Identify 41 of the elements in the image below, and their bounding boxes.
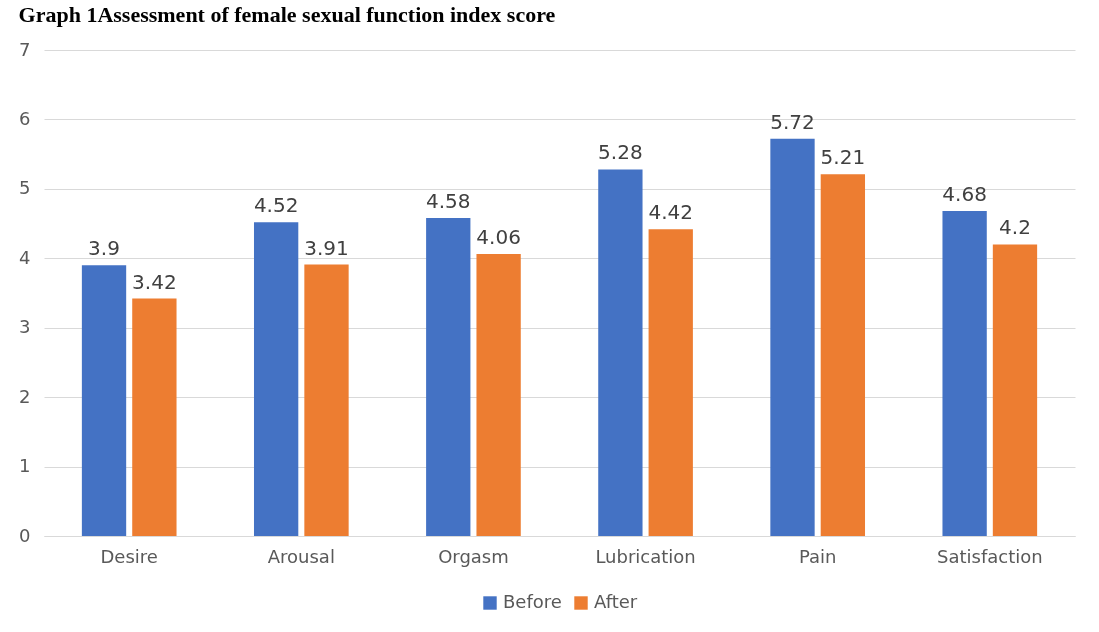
bar bbox=[992, 244, 1038, 536]
y-tick-label: 2 bbox=[19, 385, 31, 407]
bar bbox=[648, 229, 693, 536]
y-tick-label: 7 bbox=[19, 38, 31, 60]
data-label: 5.21 bbox=[820, 145, 866, 170]
bar bbox=[770, 138, 815, 536]
data-label: 4.52 bbox=[253, 193, 299, 218]
data-label: 4.2 bbox=[999, 215, 1031, 240]
y-tick-label: 1 bbox=[19, 455, 31, 477]
data-label: 4.42 bbox=[648, 200, 693, 225]
x-tick-label: Desire bbox=[100, 545, 158, 567]
data-label: 3.91 bbox=[304, 235, 349, 260]
y-tick-label: 3 bbox=[19, 316, 31, 338]
bar bbox=[426, 218, 471, 536]
y-tick-label: 0 bbox=[19, 524, 31, 546]
bar bbox=[304, 264, 349, 536]
bar bbox=[942, 211, 987, 536]
bar bbox=[253, 222, 299, 536]
y-tick-label: 4 bbox=[19, 246, 31, 268]
x-tick-label: Pain bbox=[798, 545, 837, 567]
bar bbox=[598, 169, 643, 536]
x-tick-label: Arousal bbox=[267, 545, 335, 567]
x-tick-label: Lubrication bbox=[595, 545, 696, 567]
x-tick-label: Orgasm bbox=[438, 545, 509, 567]
data-label: 5.28 bbox=[598, 140, 643, 165]
data-label: 4.58 bbox=[426, 189, 471, 214]
bar bbox=[132, 298, 177, 536]
bar bbox=[81, 265, 127, 536]
x-tick-label: Satisfaction bbox=[936, 545, 1043, 567]
data-label: 3.42 bbox=[132, 269, 177, 294]
bar bbox=[820, 174, 866, 536]
y-tick-label: 5 bbox=[19, 177, 31, 199]
y-tick-label: 6 bbox=[19, 107, 31, 129]
bar bbox=[476, 254, 521, 536]
data-label: 3.9 bbox=[88, 236, 120, 261]
data-label: 4.06 bbox=[476, 225, 521, 250]
data-label: 5.72 bbox=[770, 109, 815, 134]
data-label: 4.68 bbox=[942, 182, 987, 207]
legend-label: After bbox=[594, 591, 638, 612]
chart-title: Graph 1Assessment of female sexual function index score bbox=[18, 2, 556, 27]
legend-label: Before bbox=[503, 591, 562, 612]
